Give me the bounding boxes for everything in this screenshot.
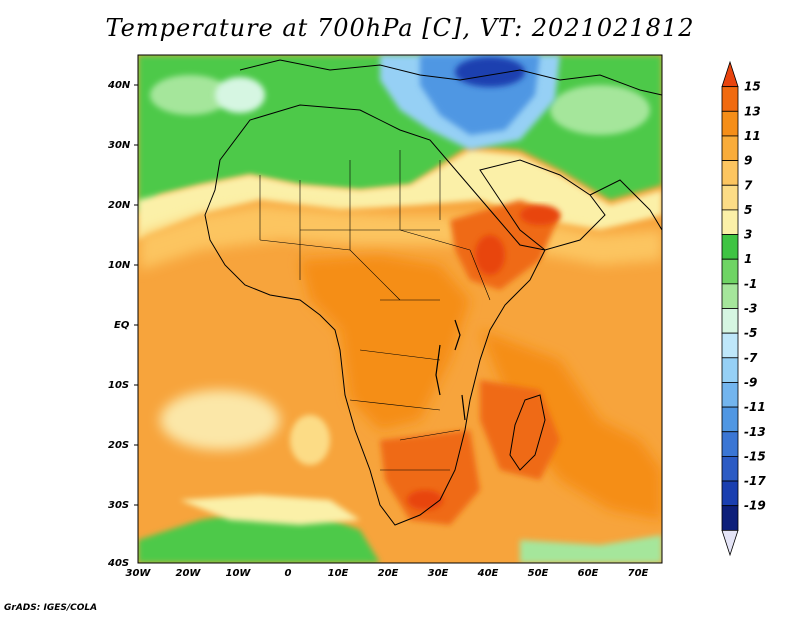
hot-central-africa <box>300 255 470 430</box>
colorbar-swatch <box>721 382 739 408</box>
lat-label: 10N <box>108 260 131 271</box>
lat-label: 30N <box>108 140 131 151</box>
colorbar-label: -9 <box>744 375 757 389</box>
lon-label: 60E <box>578 568 599 579</box>
colorbar-label: -17 <box>744 474 766 488</box>
colorbar-swatch <box>721 234 739 260</box>
longitude-axis: 30W 20W 10W 0 10E 20E 30E 40E 50E 60E 70… <box>126 568 649 579</box>
borders <box>259 150 491 471</box>
arabia-coast <box>479 159 606 251</box>
hot-madagascar-region <box>480 380 560 480</box>
colorbar-label: 1 <box>744 252 752 266</box>
lat-label: 40S <box>107 558 129 569</box>
hottest-south-africa <box>407 490 443 510</box>
colorbar-swatch <box>721 406 739 433</box>
colorbar-swatch <box>721 480 739 507</box>
colorbar-label: -15 <box>744 449 766 463</box>
latitude-axis: 40N 30N 20N 10N EQ 10S 20S 30S 40S <box>107 80 138 569</box>
lat-label: 10S <box>108 380 129 391</box>
map-frame <box>137 54 663 564</box>
temperature-field <box>138 55 662 563</box>
pale-patch <box>215 77 265 113</box>
lat-label: 20S <box>108 440 129 451</box>
hottest-ethiopia <box>475 235 505 275</box>
southern-transition <box>180 495 360 525</box>
lat-label: EQ <box>114 320 130 331</box>
lon-label: 30W <box>126 568 152 579</box>
colorbar-swatch <box>721 431 739 457</box>
light-green-patch <box>150 75 230 115</box>
colorbar-swatch <box>721 455 739 482</box>
colorbar-swatch <box>721 308 739 334</box>
light-green-patch <box>550 85 650 135</box>
colorbar-swatch <box>721 135 739 161</box>
lat-label: 30S <box>108 500 129 511</box>
colorbar-swatch <box>721 110 739 137</box>
lat-label: 20N <box>108 200 131 211</box>
colorbar-swatch <box>721 160 739 186</box>
map-title: Temperature at 700hPa [C], VT: 202102181… <box>105 14 695 42</box>
southern-cool-band-east <box>520 535 662 563</box>
lon-label: 10W <box>226 568 252 579</box>
colorbar-swatch <box>721 184 739 211</box>
colorbar-swatch <box>721 357 739 383</box>
lon-label: 10E <box>328 568 349 579</box>
colorbar-label: -19 <box>744 499 766 513</box>
cold-core-darkest <box>455 57 525 87</box>
lat-label: 40N <box>107 80 131 91</box>
colorbar-label: 9 <box>744 154 752 168</box>
pale-atlantic <box>160 390 280 450</box>
africa-coastline <box>204 104 546 526</box>
colorbar-label: -13 <box>744 425 766 439</box>
lon-label: 50E <box>528 568 549 579</box>
colorbar-label: 13 <box>744 104 761 118</box>
colorbar-swatch <box>721 209 739 235</box>
lon-label: 40E <box>477 568 499 579</box>
asia-coast <box>589 179 662 231</box>
coastlines <box>204 59 662 526</box>
pale-atlantic-2 <box>290 415 330 465</box>
colorbar-swatch <box>721 332 739 359</box>
colorbar-swatch <box>721 258 739 285</box>
madagascar <box>509 394 546 471</box>
lon-label: 30E <box>428 568 449 579</box>
colorbar-label: -7 <box>744 351 758 365</box>
colorbar-label: 5 <box>744 203 752 217</box>
lon-label: 0 <box>285 568 292 579</box>
colorbar-swatch <box>721 529 739 557</box>
colorbar-swatch <box>721 86 739 112</box>
colorbar-label: -5 <box>744 326 757 340</box>
colorbar-label: 15 <box>744 80 761 94</box>
colorbar-swatch <box>721 283 739 309</box>
lon-label: 70E <box>628 568 649 579</box>
colorbar-swatch <box>721 60 739 88</box>
colorbar-label: -1 <box>744 277 757 291</box>
europe-coast <box>239 59 662 96</box>
lon-label: 20E <box>378 568 399 579</box>
hottest-arabia <box>520 205 560 225</box>
colorbar-label: 7 <box>744 178 753 192</box>
colorbar-label: 3 <box>744 228 752 242</box>
colorbar-label: -11 <box>744 400 766 414</box>
colorbar: 15 13 11 9 7 5 3 1 -1 -3 -5 -7 -9 -11 -13 -15 -17 -19 <box>721 60 766 557</box>
lon-label: 20W <box>176 568 202 579</box>
colorbar-label: 11 <box>744 129 761 143</box>
hot-southeast <box>480 330 662 520</box>
colorbar-label: -3 <box>744 302 757 316</box>
credit-label: GrADS: IGES/COLA <box>4 603 98 613</box>
hot-south-africa <box>380 430 480 525</box>
lakes <box>435 319 466 421</box>
colorbar-swatch <box>721 505 739 531</box>
